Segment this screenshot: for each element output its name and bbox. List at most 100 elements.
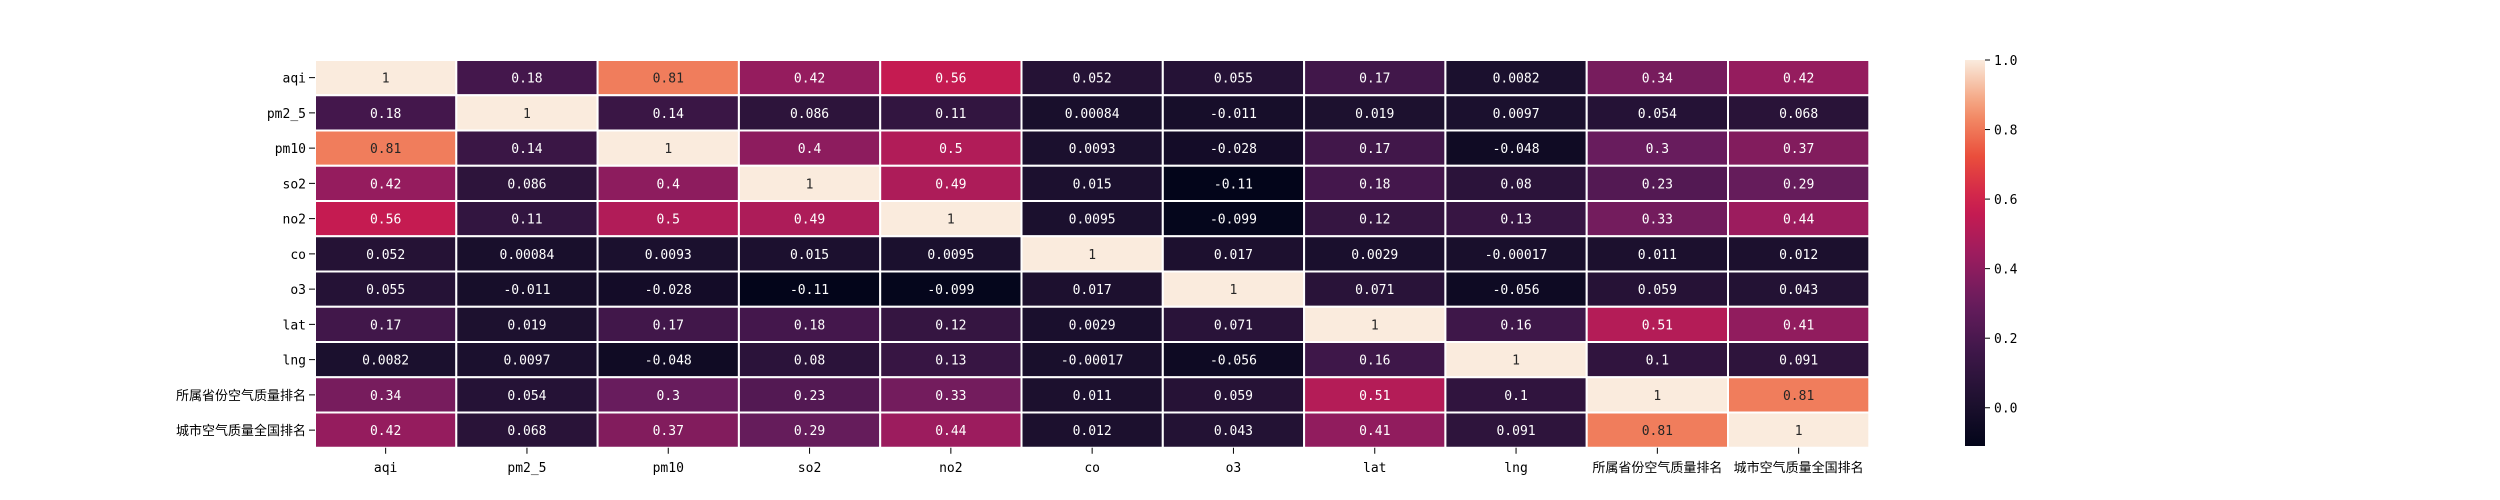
y-tick-label: 城市空气质量全国排名 — [176, 423, 306, 439]
cell-value-label: 0.56 — [370, 213, 401, 228]
cell-value-label: -0.011 — [1210, 107, 1257, 122]
cell-value-label: 0.0097 — [1493, 107, 1540, 122]
cell-value-label: 0.043 — [1214, 424, 1253, 439]
cell-value-label: 0.055 — [366, 283, 405, 298]
heatmap-cell — [314, 94, 458, 132]
cell-value-label: 0.0097 — [503, 354, 550, 369]
cell-value-label: 0.011 — [1638, 248, 1677, 263]
heatmap-cell — [314, 235, 458, 273]
cell-value-label: 0.33 — [935, 389, 966, 404]
heatmap-cell — [879, 411, 1023, 449]
heatmap-cell — [1727, 94, 1871, 132]
cell-value-label: 1 — [1230, 283, 1238, 298]
heatmap-cells: 1 0.18 0.81 0.42 0.56 0.052 0.055 0.17 0.0082 0.3… — [314, 59, 1871, 449]
x-tick-label: aqi — [374, 461, 397, 476]
cell-value-label: -0.099 — [1210, 213, 1257, 228]
cell-value-label: 1 — [664, 142, 672, 157]
colorbar: 0.0 0.2 0.4 0.6 0.8 1.0 — [1965, 54, 2018, 446]
cell-value-label: 0.043 — [1779, 283, 1818, 298]
cell-value-label: -0.056 — [1493, 283, 1540, 298]
cell-value-label: 0.5 — [939, 142, 962, 157]
cell-value-label: 0.16 — [1500, 318, 1531, 333]
cell-value-label: 0.0082 — [362, 354, 409, 369]
heatmap-cell — [1303, 59, 1447, 97]
heatmap-cell — [1585, 305, 1729, 343]
cell-value-label: -0.056 — [1210, 354, 1257, 369]
cell-value-label: 0.4 — [657, 177, 681, 192]
cell-value-label: 0.17 — [653, 318, 684, 333]
cell-value-label: 0.16 — [1359, 354, 1390, 369]
y-tick-label: aqi — [283, 72, 306, 87]
cell-value-label: 0.41 — [1359, 424, 1390, 439]
heatmap-cell — [1727, 200, 1871, 238]
heatmap-cell — [1020, 200, 1164, 238]
cell-value-label: -0.00017 — [1485, 248, 1548, 263]
cell-value-label: 0.42 — [370, 424, 401, 439]
x-axis-labels: aqi pm2_5 pm10 so2 no2 co o3 lat lng 所属省份空气质量排名 城市… — [374, 447, 1864, 476]
cell-value-label: 0.44 — [1783, 213, 1814, 228]
cell-value-label: -0.00017 — [1061, 354, 1124, 369]
cell-value-label: 0.81 — [653, 72, 684, 87]
heatmap-cell — [314, 341, 458, 379]
heatmap-cell — [1444, 341, 1588, 379]
cell-value-label: 0.08 — [1500, 177, 1531, 192]
cell-value-label: 0.49 — [794, 213, 825, 228]
heatmap-cell — [737, 376, 882, 414]
heatmap-cell — [314, 270, 458, 308]
cell-value-label: 0.091 — [1496, 424, 1535, 439]
cell-value-label: -0.028 — [1210, 142, 1257, 157]
colorbar-tick-label: 0.2 — [1994, 332, 2017, 347]
cell-value-label: 0.068 — [507, 424, 546, 439]
cell-value-label: 0.81 — [370, 142, 401, 157]
y-tick-label: pm10 — [275, 142, 306, 157]
cell-value-label: 0.37 — [1783, 142, 1814, 157]
cell-value-label: 0.12 — [935, 318, 966, 333]
heatmap-cell — [596, 164, 740, 202]
x-tick-label: pm10 — [653, 461, 684, 476]
cell-value-label: 0.00084 — [1065, 107, 1120, 122]
cell-value-label: 0.13 — [1500, 213, 1531, 228]
heatmap-cell — [314, 129, 458, 167]
cell-value-label: 0.052 — [366, 248, 405, 263]
heatmap-cell — [1444, 200, 1588, 238]
cell-value-label: 0.059 — [1214, 389, 1253, 404]
heatmap-cell — [1161, 270, 1306, 308]
cell-value-label: 0.1 — [1504, 389, 1527, 404]
cell-value-label: 1 — [1512, 354, 1520, 369]
heatmap-cell — [737, 200, 882, 238]
cell-value-label: -0.011 — [503, 283, 550, 298]
cell-value-label: 0.14 — [653, 107, 684, 122]
heatmap-cell — [596, 376, 740, 414]
cell-value-label: 0.054 — [507, 389, 546, 404]
y-tick-label: lng — [283, 354, 306, 369]
cell-value-label: -0.048 — [645, 354, 692, 369]
heatmap-cell — [1161, 200, 1306, 238]
x-tick-label: lat — [1363, 461, 1386, 476]
heatmap-cell — [737, 164, 882, 202]
cell-value-label: 0.33 — [1642, 213, 1673, 228]
cell-value-label: 0.12 — [1359, 213, 1390, 228]
cell-value-label: 0.5 — [657, 213, 680, 228]
heatmap-cell — [1585, 59, 1729, 97]
cell-value-label: 1 — [1795, 424, 1803, 439]
heatmap-cell — [879, 305, 1023, 343]
cell-value-label: 0.42 — [1783, 72, 1814, 87]
cell-value-label: 0.071 — [1214, 318, 1253, 333]
cell-value-label: 0.00084 — [500, 248, 555, 263]
heatmap-cell — [1020, 270, 1164, 308]
heatmap-cell — [1585, 200, 1729, 238]
cell-value-label: 0.0082 — [1493, 72, 1540, 87]
cell-value-label: 0.068 — [1779, 107, 1818, 122]
heatmap-cell — [879, 200, 1023, 238]
cell-value-label: -0.028 — [645, 283, 692, 298]
heatmap-cell — [1444, 270, 1588, 308]
x-tick-label: co — [1084, 461, 1100, 476]
cell-value-label: 1 — [1088, 248, 1096, 263]
cell-value-label: 1 — [1371, 318, 1379, 333]
cell-value-label: 0.012 — [1779, 248, 1818, 263]
heatmap-cell — [1727, 341, 1871, 379]
heatmap-cell — [1303, 341, 1447, 379]
heatmap-cell — [314, 200, 458, 238]
x-tick-label: pm2_5 — [507, 461, 546, 476]
cell-value-label: 0.054 — [1638, 107, 1677, 122]
